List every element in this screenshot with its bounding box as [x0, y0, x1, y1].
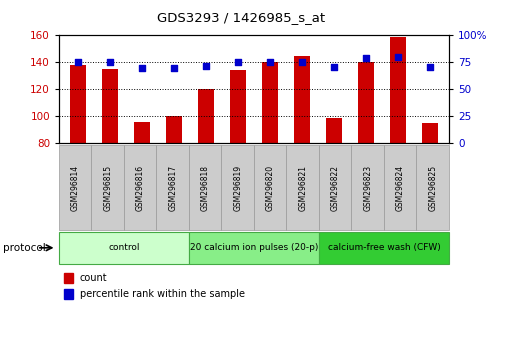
Bar	[262, 62, 278, 143]
Point	[298, 59, 306, 65]
Point	[170, 65, 178, 71]
Point	[234, 59, 242, 65]
Bar	[230, 70, 246, 143]
Text: GSM296822: GSM296822	[331, 165, 340, 211]
Text: GSM296824: GSM296824	[396, 165, 405, 211]
Bar	[198, 89, 214, 143]
Text: GSM296818: GSM296818	[201, 165, 210, 211]
Text: GSM296815: GSM296815	[103, 165, 112, 211]
Text: GSM296817: GSM296817	[168, 165, 177, 211]
Text: GDS3293 / 1426985_s_at: GDS3293 / 1426985_s_at	[157, 11, 325, 24]
Text: 20 calcium ion pulses (20-p): 20 calcium ion pulses (20-p)	[190, 243, 318, 252]
Point	[266, 59, 274, 65]
Text: count: count	[80, 273, 107, 283]
Text: GSM296814: GSM296814	[71, 165, 80, 211]
Text: GSM296825: GSM296825	[428, 165, 437, 211]
Text: GSM296816: GSM296816	[136, 165, 145, 211]
Text: GSM296819: GSM296819	[233, 165, 242, 211]
Bar	[134, 122, 150, 143]
Point	[138, 65, 146, 71]
Point	[393, 54, 402, 60]
Point	[106, 59, 114, 65]
Text: percentile rank within the sample: percentile rank within the sample	[80, 289, 245, 299]
Text: control: control	[108, 243, 140, 252]
Text: calcium-free wash (CFW): calcium-free wash (CFW)	[327, 243, 440, 252]
Text: GSM296820: GSM296820	[266, 165, 274, 211]
Text: protocol: protocol	[3, 243, 45, 253]
Text: GSM296821: GSM296821	[298, 165, 307, 211]
Bar	[390, 37, 406, 143]
Point	[202, 63, 210, 68]
Point	[362, 55, 370, 61]
Bar	[422, 123, 438, 143]
Bar	[294, 56, 310, 143]
Text: GSM296823: GSM296823	[363, 165, 372, 211]
Bar	[358, 62, 374, 143]
Bar	[166, 116, 182, 143]
Bar	[70, 65, 86, 143]
Bar	[102, 69, 118, 143]
Bar	[326, 118, 342, 143]
Point	[330, 64, 338, 69]
Point	[74, 59, 82, 65]
Point	[426, 64, 434, 69]
